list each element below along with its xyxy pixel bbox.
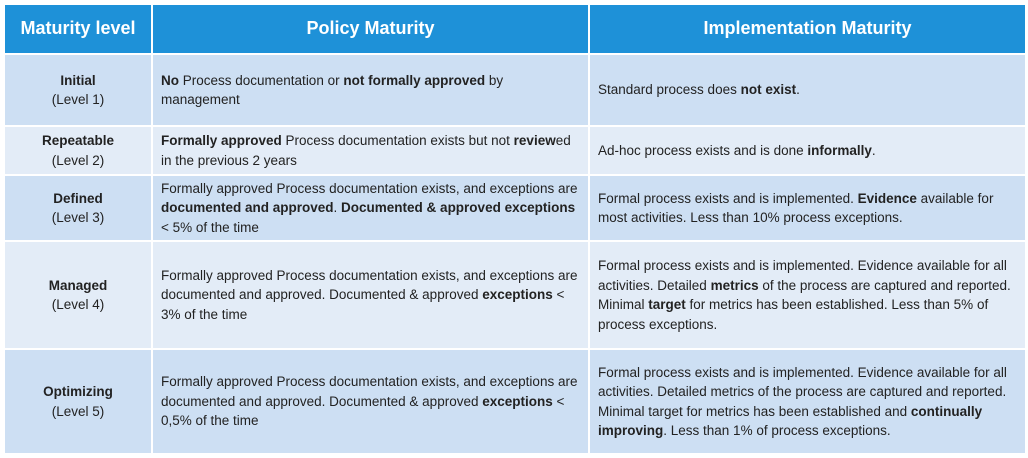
text-run: ed in the previous 2 years [161, 133, 571, 168]
paragraph: Ad-hoc process exists and is done inform… [598, 141, 1017, 161]
text-run: Formally approved Process documentation … [161, 374, 578, 409]
level-cell: Initial (Level 1) [3, 53, 153, 127]
policy-cell: Formally approved Process documentation … [151, 240, 590, 350]
text-run: exceptions [482, 393, 553, 409]
text-run: documented and approved [161, 200, 334, 216]
level-name: Initial [60, 72, 96, 88]
text-run: metrics [710, 277, 759, 293]
text-run: not formally approved [343, 72, 486, 88]
header-cell: Implementation Maturity [588, 3, 1027, 55]
header-row: Maturity level Policy Maturity Implement… [3, 3, 1027, 55]
text-run: Formally approved Process documentation … [161, 267, 578, 303]
implementation-cell: Ad-hoc process exists and is done inform… [588, 125, 1027, 176]
text-run: for metrics has been established. Less t… [598, 297, 989, 332]
level-name: Managed [48, 277, 108, 293]
text-run: Ad-hoc process exists and is done [598, 142, 808, 158]
text-run: Documented & approved exceptions [341, 200, 576, 216]
text-run: < 5% of the time [161, 219, 259, 235]
paragraph: Formally approved Process documentation … [161, 131, 580, 170]
text-run: < 3% of the time [161, 287, 565, 322]
text-run: not exist [740, 82, 797, 98]
text-run: of the process are captured and reported… [758, 277, 1011, 293]
text-run: by management [161, 72, 504, 108]
policy-cell: Formally approved Process documentation … [151, 348, 590, 455]
table-row: Optimizing (Level 5) Formally approved Pro… [3, 348, 1027, 455]
level-number: (Level 4) [51, 297, 105, 312]
header-cell: Maturity level [3, 3, 153, 55]
implementation-cell: Formal process exists and is implemented… [588, 348, 1027, 455]
text-run: informally [807, 142, 872, 158]
header-cell: Policy Maturity [151, 3, 590, 55]
paragraph: Formal process exists and is implemented… [598, 189, 1017, 228]
text-run: Formal process exists and is implemented… [598, 364, 1007, 400]
text-run: . Less than 1% of process exceptions. [663, 423, 891, 438]
level-cell: Defined (Level 3) [3, 174, 153, 242]
text-run: Formal process exists and is implemented… [598, 190, 858, 206]
implementation-cell: Formal process exists and is implemented… [588, 240, 1027, 350]
level-cell: Optimizing (Level 5) [3, 348, 153, 455]
text-run: . [796, 82, 800, 98]
text-run: Minimal target for metrics has been esta… [598, 403, 911, 419]
text-run: Process documentation or [179, 72, 344, 88]
maturity-table: Maturity level Policy Maturity Implement… [3, 3, 1027, 455]
text-run: Formally approved Process documentation … [161, 180, 578, 196]
implementation-cell: Formal process exists and is implemented… [588, 174, 1027, 242]
level-cell: Repeatable (Level 2) [3, 125, 153, 176]
table-row: Defined (Level 3) Formally approved Proces… [3, 174, 1027, 242]
level-number: (Level 1) [51, 92, 105, 107]
paragraph: No Process documentation or not formally… [161, 71, 580, 110]
text-run: available for most activities. Less than… [598, 190, 994, 226]
text-run: Formally approved [161, 133, 282, 148]
paragraph: Minimal target for metrics has been esta… [598, 402, 1017, 441]
paragraph: Minimal target for metrics has been esta… [598, 295, 1017, 334]
paragraph: Formal process exists and is implemented… [598, 363, 1017, 402]
level-number: (Level 3) [51, 210, 105, 225]
table-body: Initial (Level 1) No Process documentation… [3, 53, 1027, 455]
table-row: Initial (Level 1) No Process documentation… [3, 53, 1027, 127]
text-run: Minimal [598, 297, 649, 312]
text-run: Standard process does [598, 82, 741, 98]
text-run: continually improving [598, 403, 983, 439]
policy-cell: Formally approved Process documentation … [151, 174, 590, 242]
paragraph: Formally approved Process documentation … [161, 179, 580, 238]
policy-cell: Formally approved Process documentation … [151, 125, 590, 176]
text-run: . [333, 200, 342, 216]
text-run: review [513, 133, 556, 148]
level-number: (Level 2) [51, 152, 105, 168]
paragraph: Formally approved Process documentation … [161, 372, 580, 431]
text-run: target [648, 297, 686, 312]
text-run: Evidence [857, 190, 917, 206]
level-number: (Level 5) [51, 403, 105, 419]
text-run: exceptions [482, 287, 553, 303]
text-run: Formal process exists and is implemented… [598, 258, 1007, 293]
text-run: < 0,5% of the time [161, 393, 565, 429]
paragraph: Formal process exists and is implemented… [598, 256, 1017, 295]
paragraph: Formally approved Process documentation … [161, 266, 580, 325]
level-name: Repeatable [41, 133, 115, 148]
level-name: Optimizing [43, 384, 113, 399]
level-cell: Managed (Level 4) [3, 240, 153, 350]
policy-cell: No Process documentation or not formally… [151, 53, 590, 127]
table-row: Managed (Level 4) Formally approved Proces… [3, 240, 1027, 350]
text-run: Process documentation exists but not [281, 133, 514, 148]
text-run: No [161, 72, 179, 88]
text-run: . [871, 142, 876, 158]
implementation-cell: Standard process does not exist. [588, 53, 1027, 127]
level-name: Defined [53, 190, 103, 206]
table-row: Repeatable (Level 2) Formally approved Pro… [3, 125, 1027, 176]
paragraph: Standard process does not exist. [598, 80, 1017, 100]
